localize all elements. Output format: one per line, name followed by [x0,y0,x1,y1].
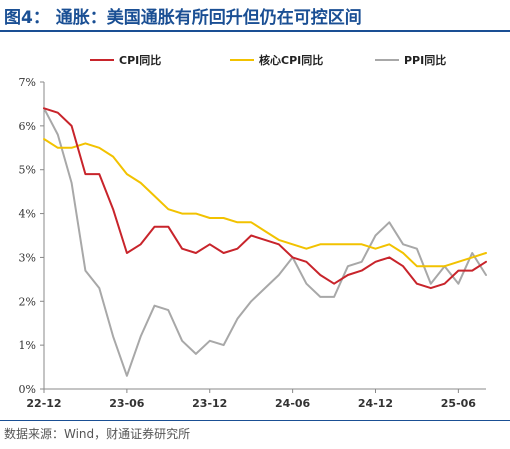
series-line-2 [43,107,487,377]
x-tick-label: 24-12 [358,397,393,410]
y-tick-label: 4% [19,208,36,221]
line-chart: 0% 1% 2% 3% 4% 5% 6% 7% 22-12 23-06 23-12 24-06 24-1… [19,53,487,410]
title-bar: 图4： 通胀：美国通胀有所回升但仍在可控区间 [0,0,510,30]
legend-label-1: 核心CPI同比 [259,53,323,67]
x-tick-label: 23-12 [192,397,227,410]
legend-label-2: PPI同比 [404,53,446,67]
y-tick-label: 0% [19,383,36,396]
series-line-1 [43,138,487,268]
source-note: 数据来源：Wind，财通证券研究所 [4,427,191,441]
x-tick-label: 24-06 [275,397,311,410]
bottom-rule [0,420,510,421]
y-tick-label: 3% [19,251,36,264]
y-tick-label: 6% [19,120,36,133]
x-tick-label: 22-12 [26,397,61,410]
x-tick-label: 23-06 [109,397,145,410]
chart-title: 图4： 通胀：美国通胀有所回升但仍在可控区间 [4,8,362,28]
x-tick-label: 25-06 [441,397,477,410]
y-tick-label: 7% [19,76,36,89]
title-rule [0,30,510,32]
y-tick-label: 1% [19,339,36,352]
legend-label-0: CPI同比 [119,53,161,67]
series-line-0 [43,107,487,290]
y-tick-label: 5% [19,164,36,177]
y-tick-label: 2% [19,295,36,308]
